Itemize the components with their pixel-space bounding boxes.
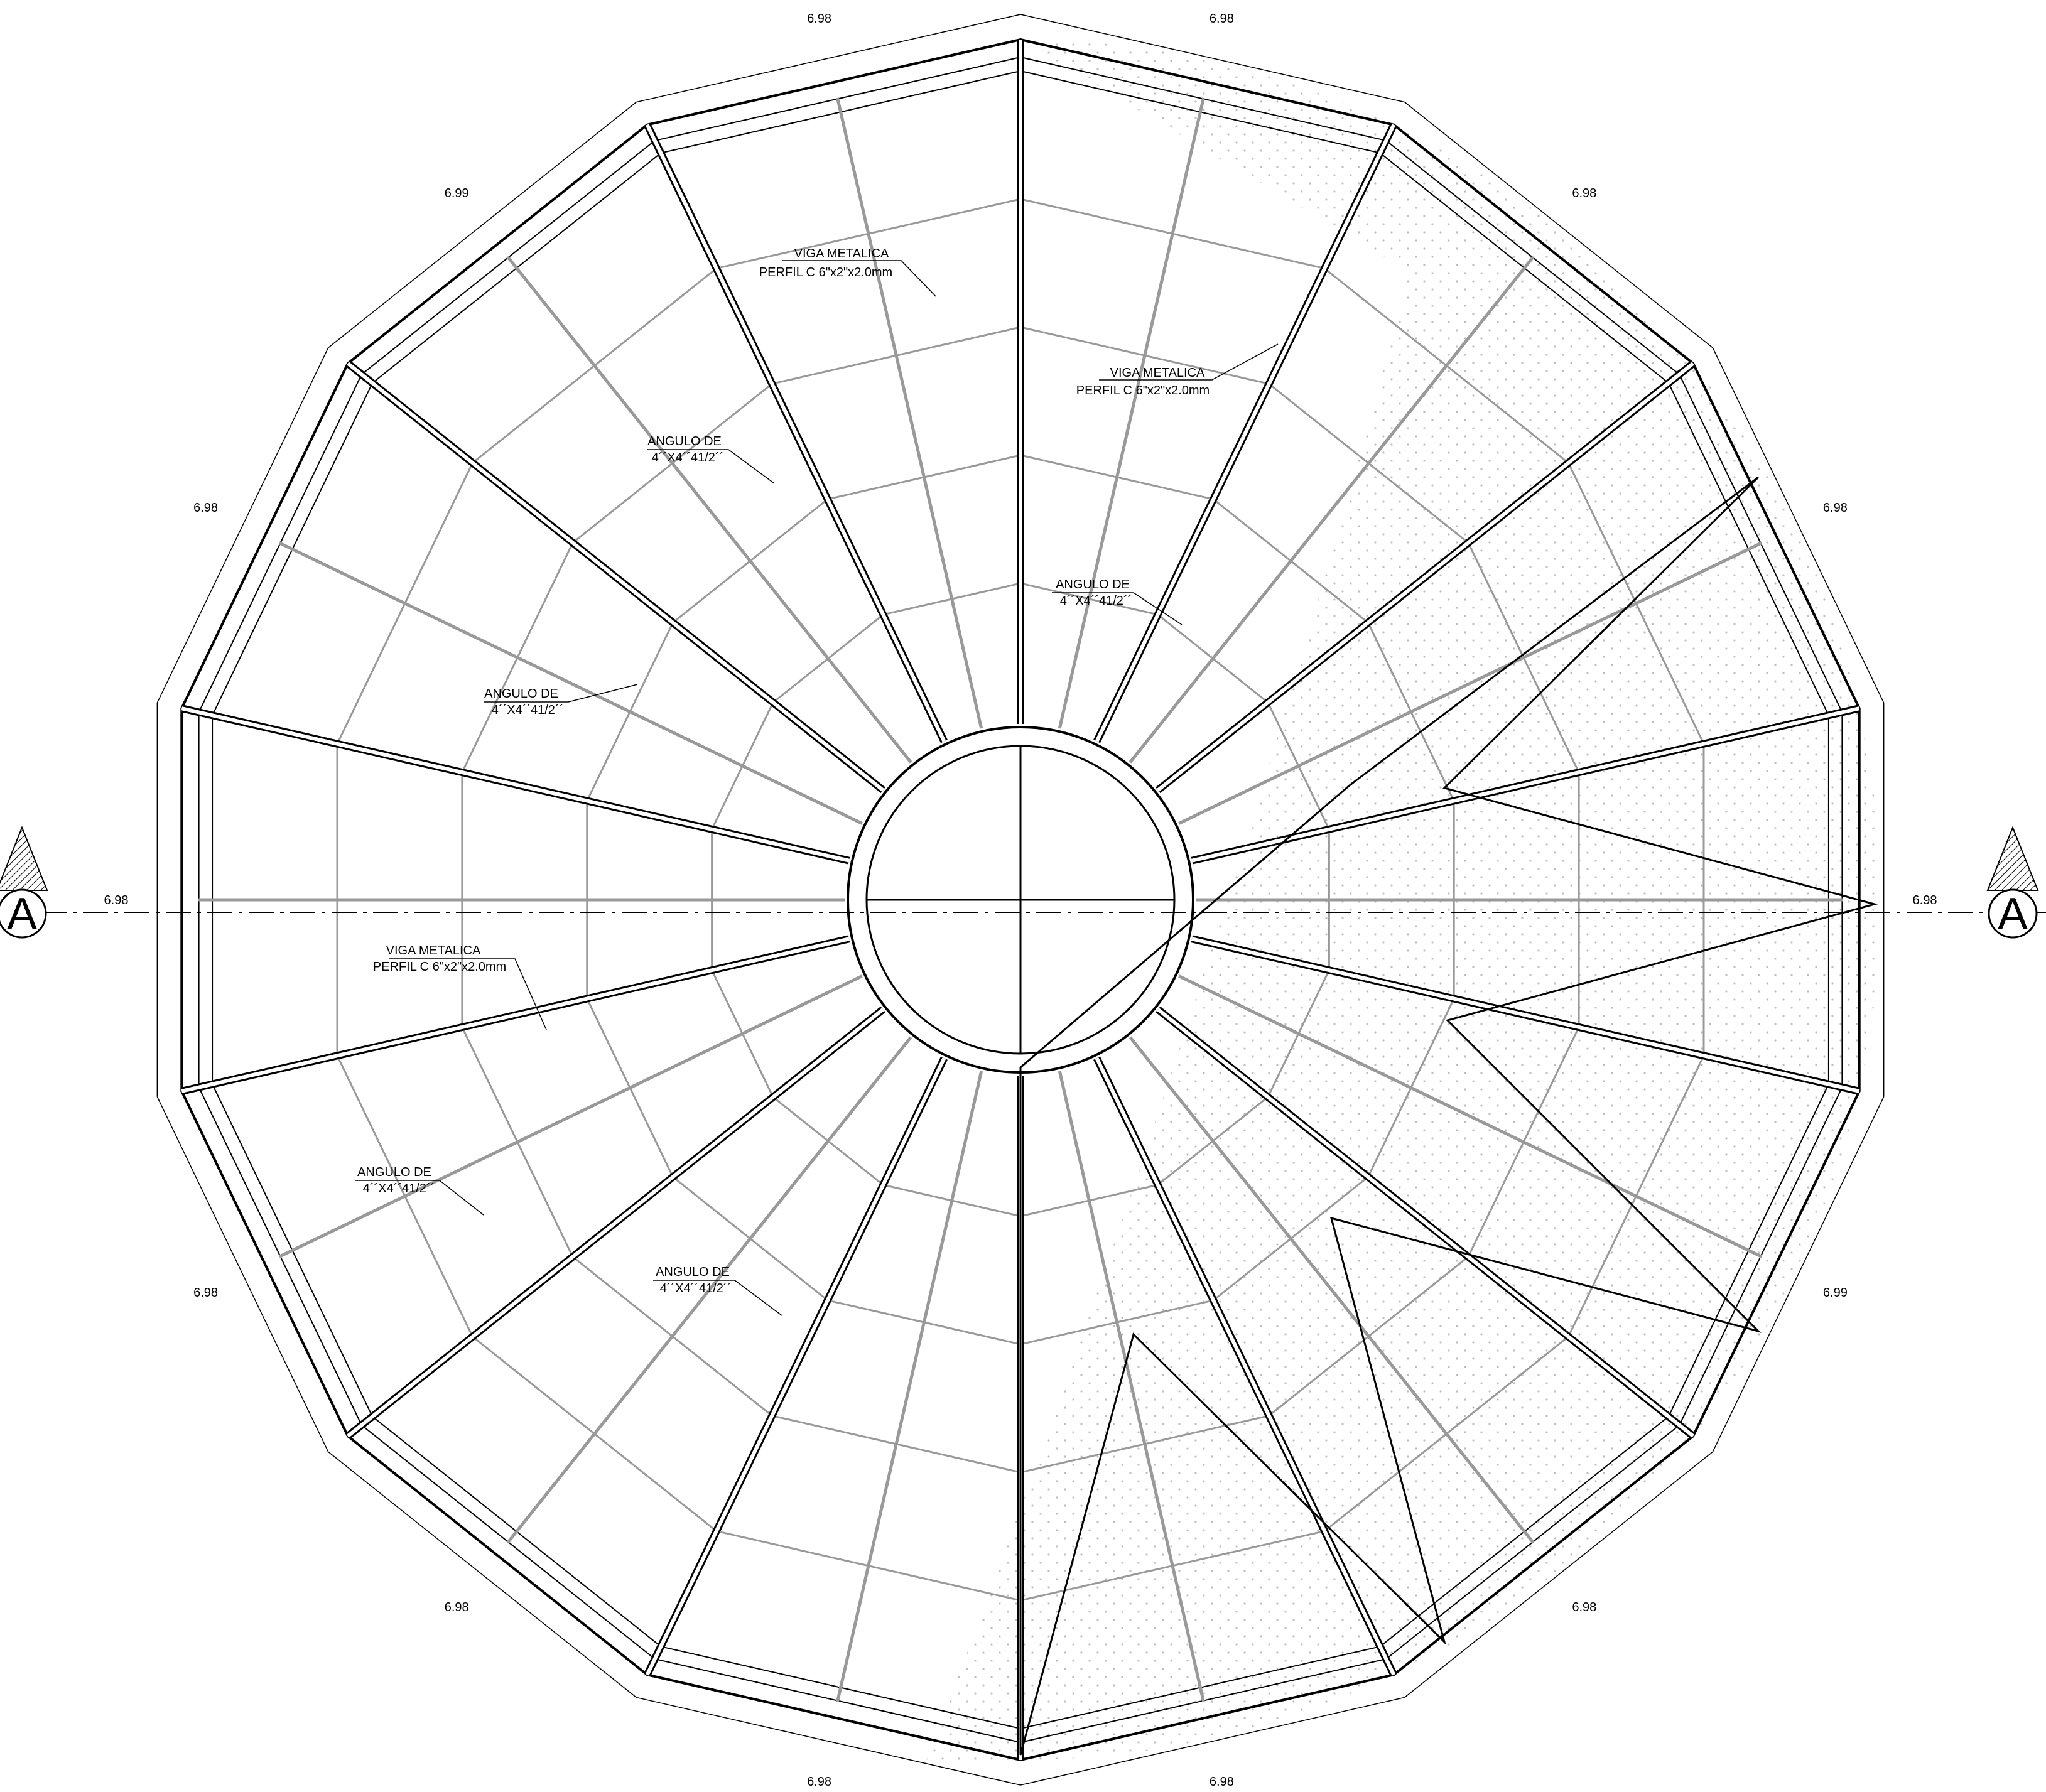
dimension-label: 6.98 xyxy=(807,12,831,26)
label-viga-2: VIGA METALICA PERFIL C 6"x2"x2.0mm xyxy=(1076,343,1279,397)
label-angulo-1-line1: ANGULO DE xyxy=(647,435,722,448)
secondary-beam xyxy=(1058,97,1205,729)
secondary-beam xyxy=(836,97,983,729)
secondary-beam xyxy=(1178,541,1763,825)
label-angulo-5-line2: 4´´X4´´41/2´´ xyxy=(660,1282,732,1295)
label-angulo-3: ANGULO DE 4´´X4´´41/2´´ xyxy=(484,684,638,717)
secondary-beam xyxy=(836,1071,983,1702)
label-viga-2-line1: VIGA METALICA xyxy=(1110,366,1205,380)
callouts: VIGA METALICA PERFIL C 6"x2"x2.0mm VIGA … xyxy=(355,247,1279,1316)
secondary-beam xyxy=(1129,256,1535,764)
dimension-label: 6.98 xyxy=(1572,186,1596,200)
section-marker-right-text: A xyxy=(1998,889,2028,939)
label-angulo-2-line2: 4´´X4´´41/2´´ xyxy=(1060,594,1132,608)
secondary-beam xyxy=(1129,1036,1535,1544)
secondary-beam xyxy=(278,974,863,1258)
label-angulo-4-line1: ANGULO DE xyxy=(357,1165,431,1179)
label-viga-1-line1: VIGA METALICA xyxy=(794,247,889,261)
label-viga-1: VIGA METALICA PERFIL C 6"x2"x2.0mm xyxy=(759,247,936,297)
label-angulo-5: ANGULO DE 4´´X4´´41/2´´ xyxy=(653,1265,782,1316)
dimension-label: 6.99 xyxy=(445,186,469,200)
dimension-label: 6.98 xyxy=(193,1286,218,1300)
star-panels xyxy=(1019,476,1878,1756)
secondary-beam xyxy=(1058,1071,1205,1702)
dimension-label: 6.98 xyxy=(1210,12,1234,26)
label-angulo-4: ANGULO DE 4´´X4´´41/2´´ xyxy=(355,1165,484,1216)
label-angulo-2-line1: ANGULO DE xyxy=(1056,578,1130,591)
label-angulo-3-line1: ANGULO DE xyxy=(484,687,558,701)
label-viga-3: VIGA METALICA PERFIL C 6"x2"x2.0mm xyxy=(373,944,547,1030)
secondary-beam xyxy=(1178,974,1763,1258)
dimension-label: 6.99 xyxy=(1823,1286,1848,1300)
section-marker-left-text: A xyxy=(7,889,37,939)
label-angulo-4-line2: 4´´X4´´41/2´´ xyxy=(363,1182,435,1196)
secondary-beam xyxy=(506,1036,912,1544)
label-viga-1-line2: PERFIL C 6"x2"x2.0mm xyxy=(759,266,892,279)
label-viga-2-line2: PERFIL C 6"x2"x2.0mm xyxy=(1076,384,1210,397)
dimension-label: 6.98 xyxy=(1210,1775,1234,1789)
dimension-label: 6.98 xyxy=(1572,1600,1596,1614)
label-viga-3-line2: PERFIL C 6"x2"x2.0mm xyxy=(373,960,506,974)
dimension-label: 6.98 xyxy=(445,1600,469,1614)
section-marker-right: A xyxy=(1986,826,2039,939)
label-viga-3-line1: VIGA METALICA xyxy=(386,944,481,958)
central-ring xyxy=(847,726,1194,1074)
secondary-beam xyxy=(506,256,912,764)
label-angulo-5-line1: ANGULO DE xyxy=(656,1265,730,1279)
secondary-beam xyxy=(278,541,863,825)
perimeter-dimensions: 6.98 6.98 6.98 6.98 6.99 6.98 6.98 6.98 6.98 6.98… xyxy=(104,12,1937,1789)
section-marker-left: A xyxy=(0,826,48,939)
dimension-label: 6.98 xyxy=(1823,501,1848,515)
label-angulo-2: ANGULO DE 4´´X4´´41/2´´ xyxy=(1052,578,1183,625)
radial-beams xyxy=(181,40,1860,1760)
dimension-label: 6.98 xyxy=(193,501,218,515)
dimension-label: 6.98 xyxy=(1913,893,1937,907)
label-angulo-3-line2: 4´´X4´´41/2´´ xyxy=(492,703,563,717)
dimension-label: 6.98 xyxy=(807,1775,831,1789)
dimension-label: 6.98 xyxy=(104,893,129,907)
label-angulo-1: ANGULO DE 4´´X4´´41/2´´ xyxy=(647,435,775,484)
label-angulo-1-line2: 4´´X4´´41/2´´ xyxy=(652,451,723,465)
